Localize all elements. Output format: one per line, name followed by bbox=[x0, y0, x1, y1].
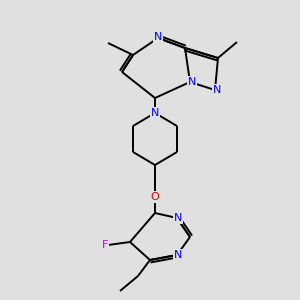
Text: N: N bbox=[174, 250, 182, 260]
Text: N: N bbox=[151, 108, 159, 118]
Text: F: F bbox=[102, 240, 108, 250]
Text: N: N bbox=[154, 32, 162, 42]
Text: N: N bbox=[188, 77, 196, 87]
Text: O: O bbox=[151, 192, 159, 202]
Text: N: N bbox=[213, 85, 221, 95]
Text: N: N bbox=[174, 213, 182, 223]
